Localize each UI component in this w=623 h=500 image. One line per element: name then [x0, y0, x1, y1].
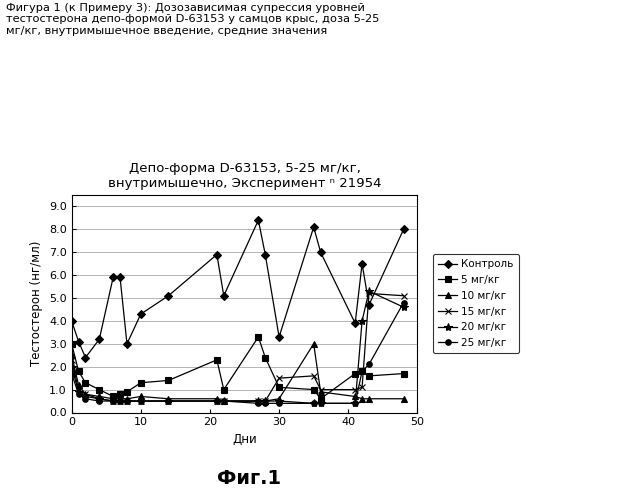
X-axis label: Дни: Дни: [232, 433, 257, 446]
Legend: Контроль, 5 мг/кг, 10 мг/кг, 15 мг/кг, 20 мг/кг, 25 мг/кг: Контроль, 5 мг/кг, 10 мг/кг, 15 мг/кг, 2…: [433, 254, 519, 354]
Y-axis label: Тестостерон (нг/мл): Тестостерон (нг/мл): [31, 241, 44, 366]
Title: Депо-форма D-63153, 5-25 мг/кг,
внутримышечно, Эксперимент ⁿ 21954: Депо-форма D-63153, 5-25 мг/кг, внутримы…: [108, 162, 381, 190]
Text: Фиг.1: Фиг.1: [217, 468, 281, 487]
Text: Фигура 1 (к Примеру 3): Дозозависимая супрессия уровней
тестостерона депо-формой: Фигура 1 (к Примеру 3): Дозозависимая су…: [6, 2, 379, 35]
